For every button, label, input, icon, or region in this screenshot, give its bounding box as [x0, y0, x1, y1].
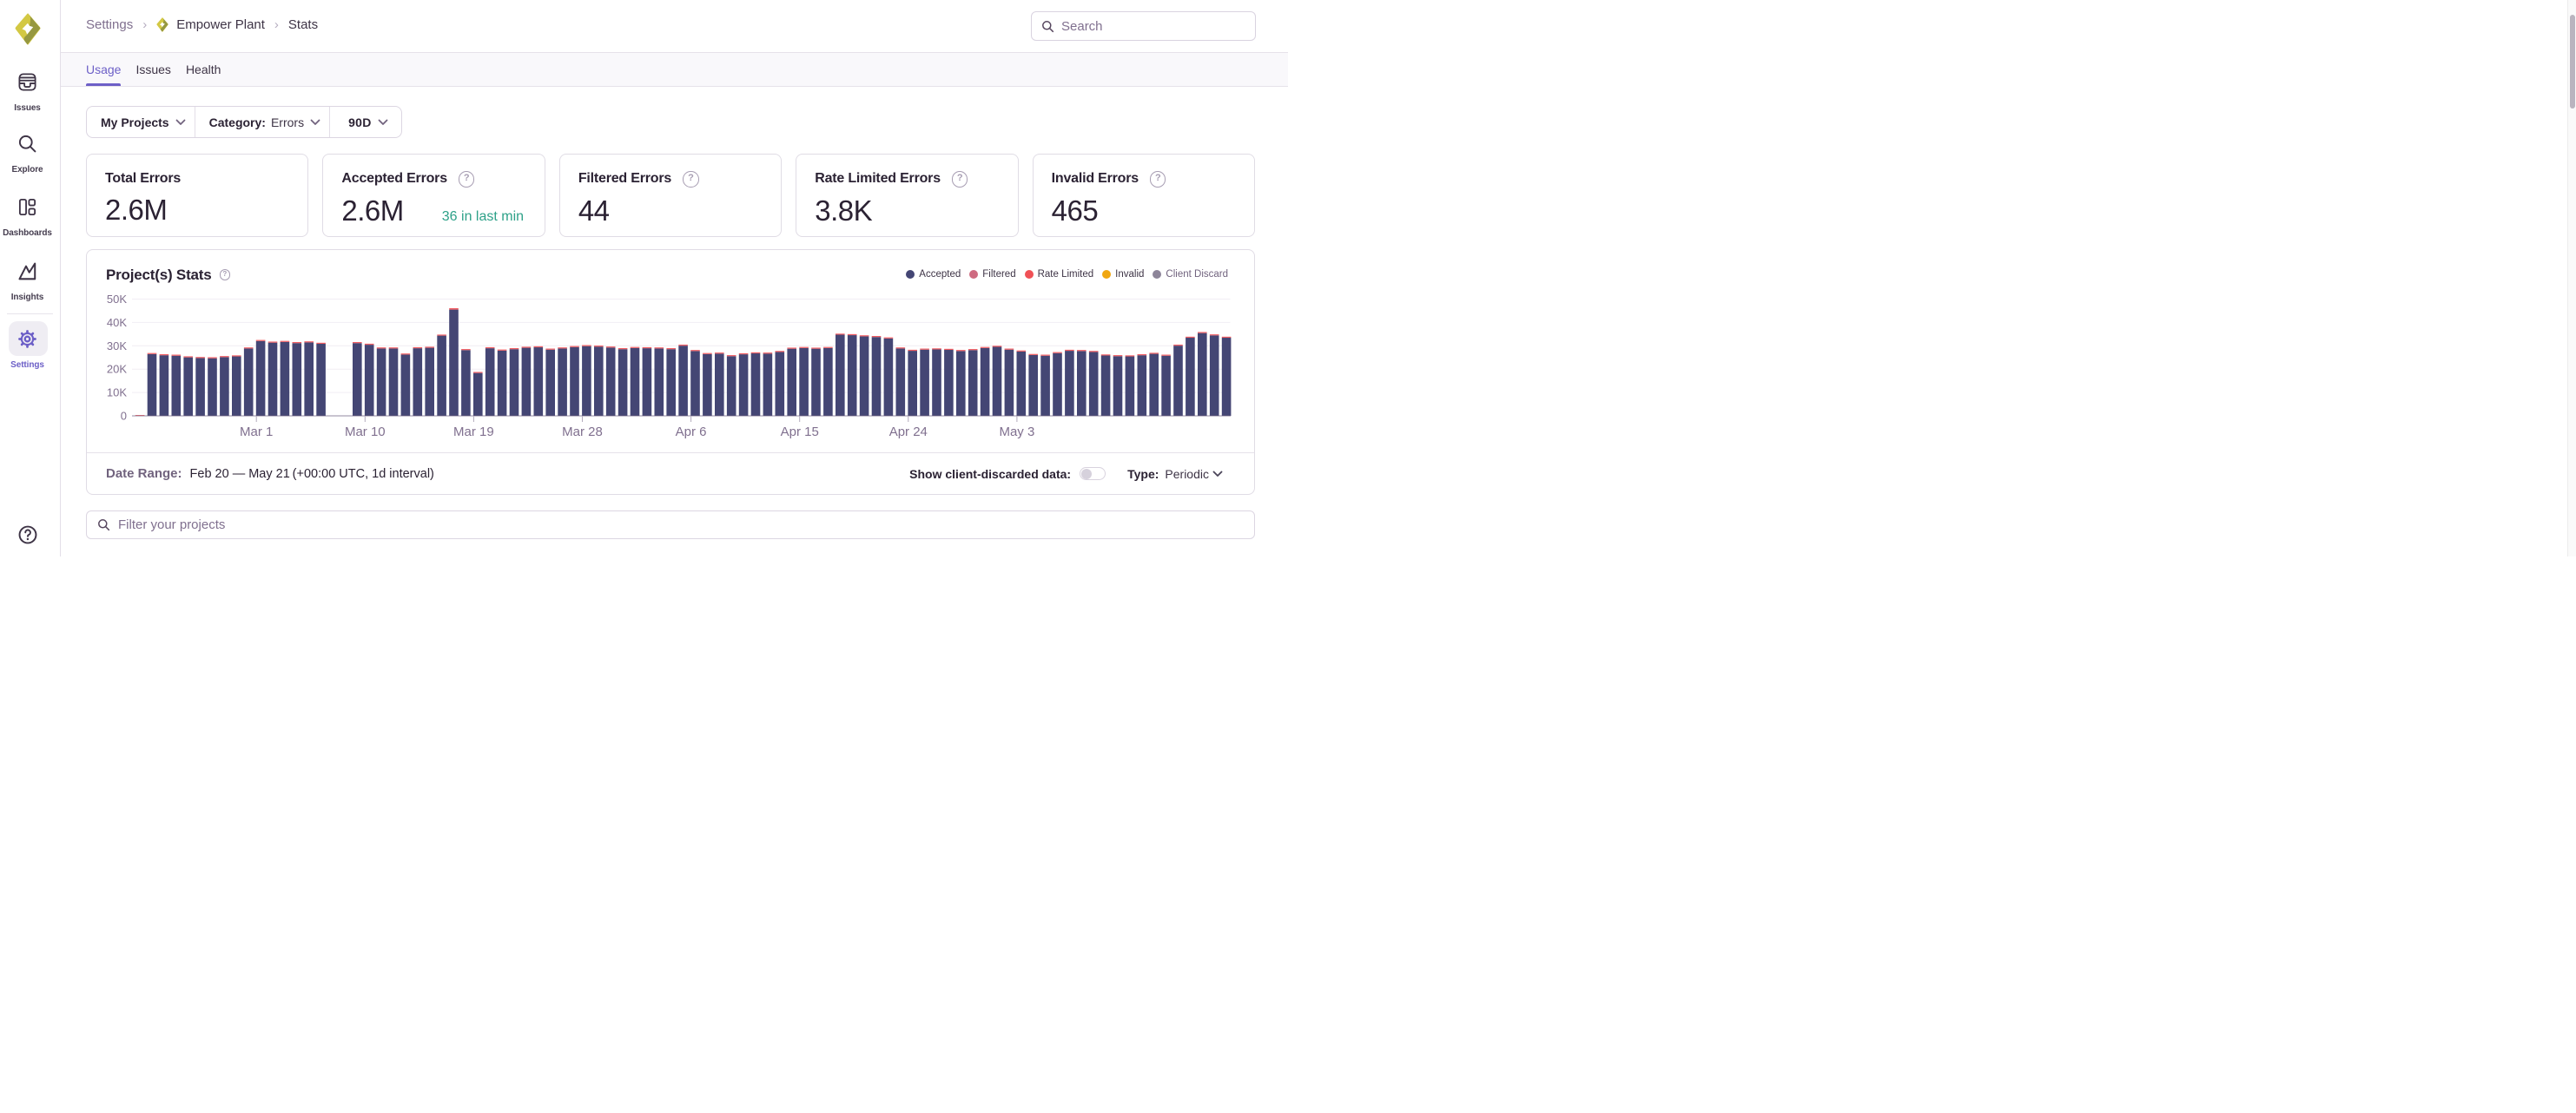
svg-text:Apr 15: Apr 15	[781, 425, 819, 439]
svg-text:Mar 10: Mar 10	[345, 425, 386, 439]
svg-text:50K: 50K	[107, 293, 127, 306]
svg-text:20K: 20K	[107, 363, 127, 376]
svg-text:0: 0	[121, 410, 127, 423]
svg-text:Apr 6: Apr 6	[676, 425, 707, 439]
svg-text:Mar 28: Mar 28	[562, 425, 603, 439]
svg-text:Mar 1: Mar 1	[240, 425, 273, 439]
svg-text:Mar 19: Mar 19	[453, 425, 494, 439]
svg-text:May 3: May 3	[999, 425, 1034, 439]
svg-text:10K: 10K	[107, 386, 127, 399]
svg-text:30K: 30K	[107, 339, 127, 352]
svg-text:Apr 24: Apr 24	[889, 425, 928, 439]
svg-text:40K: 40K	[107, 316, 127, 329]
